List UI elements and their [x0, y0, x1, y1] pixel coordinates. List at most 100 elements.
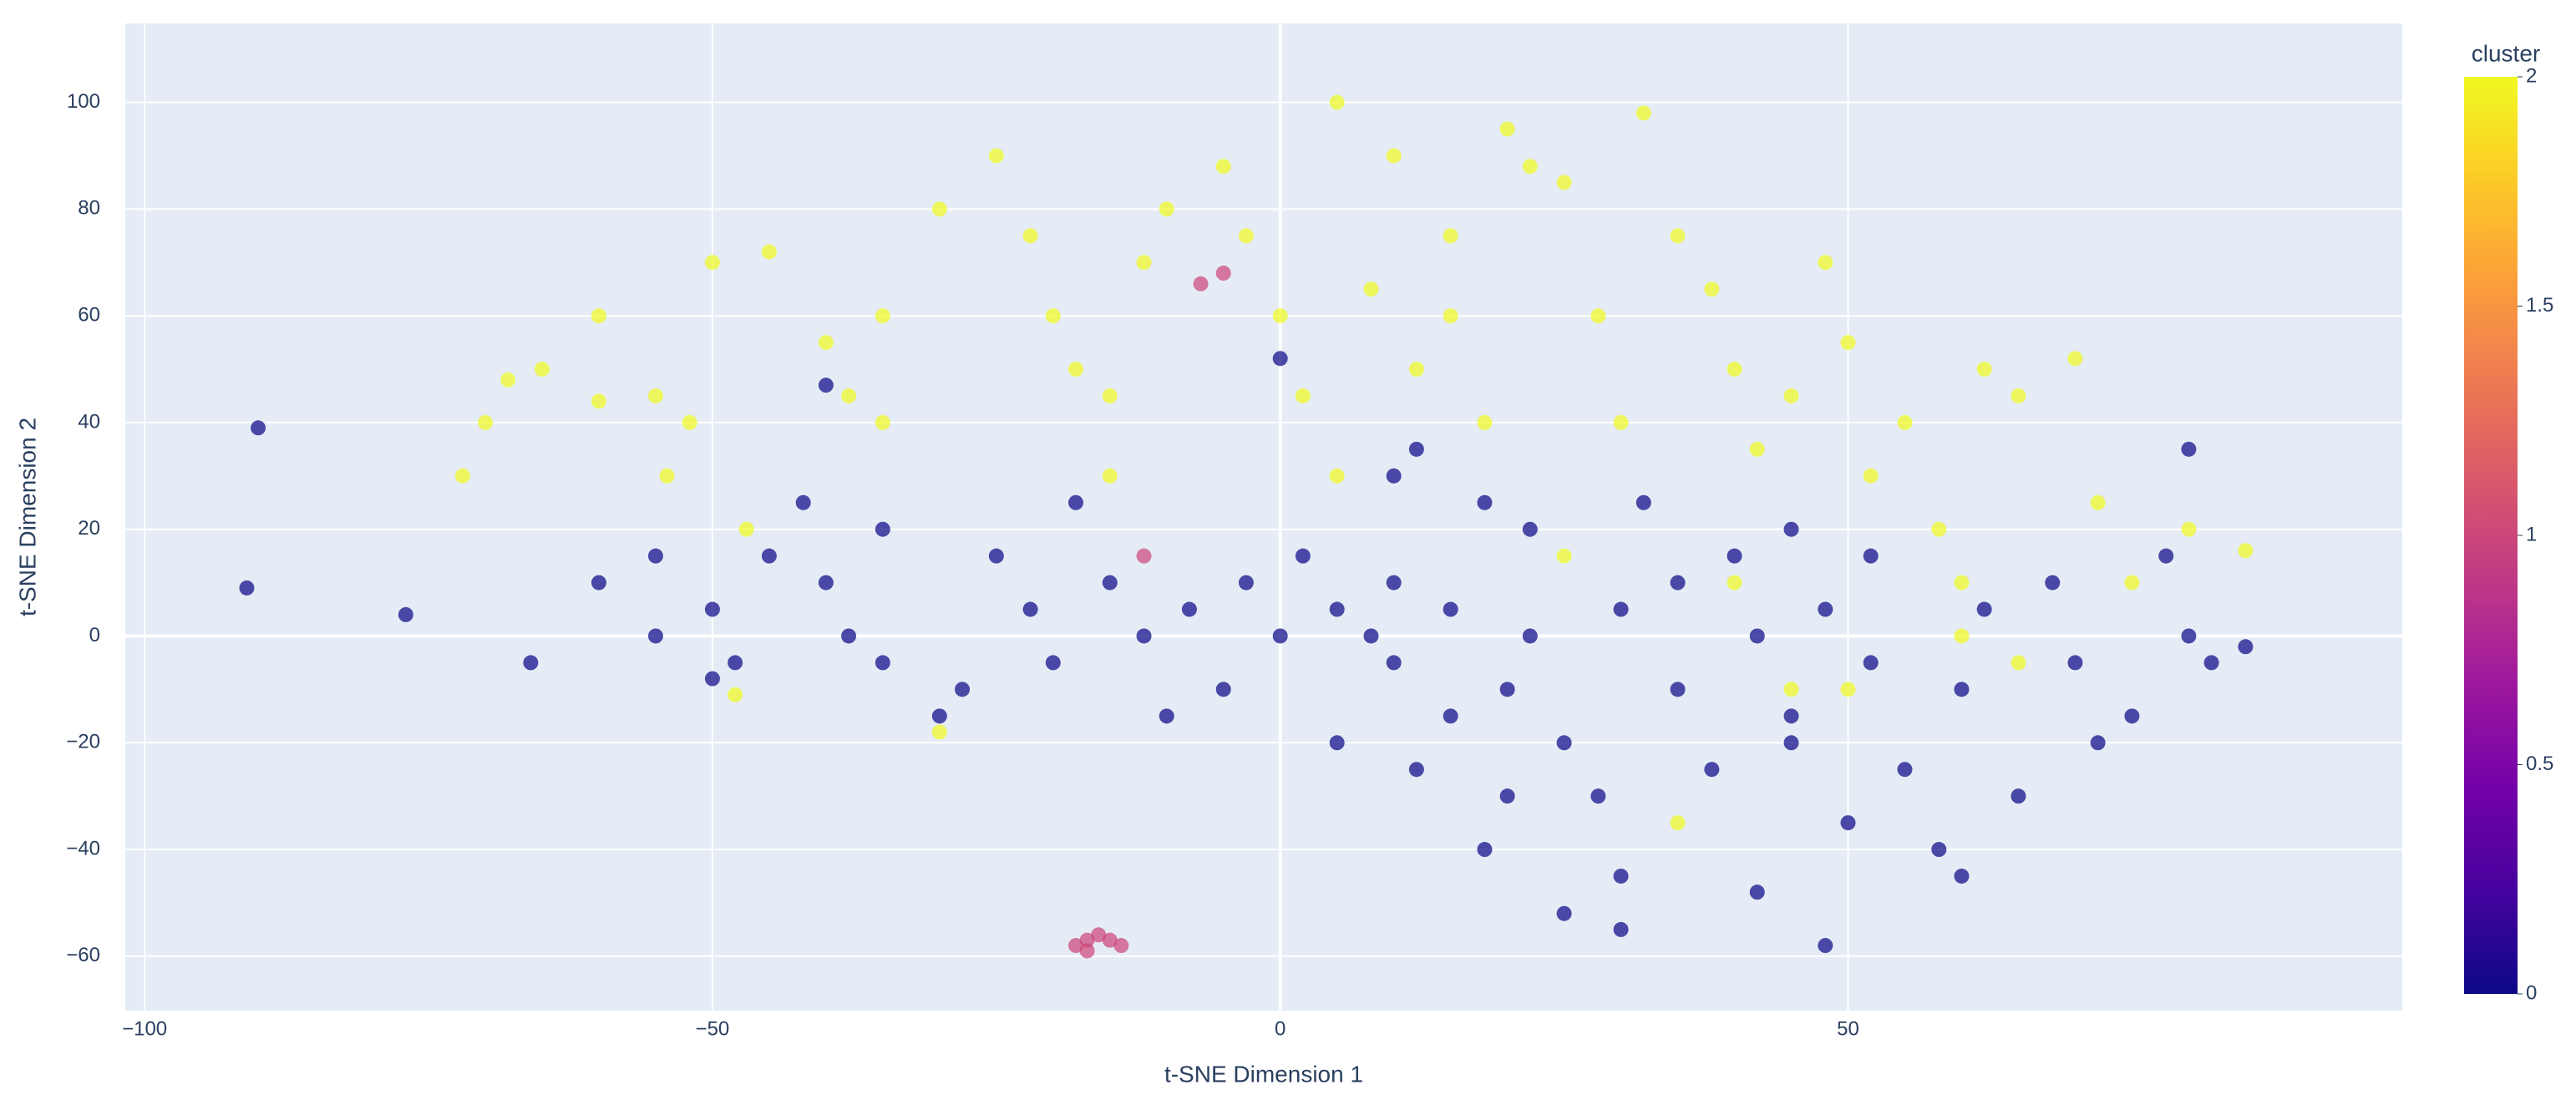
point — [1386, 655, 1402, 671]
point — [1408, 762, 1424, 778]
point — [1556, 735, 1572, 751]
point — [1363, 281, 1379, 297]
point — [523, 655, 539, 671]
y-tick-label: 20 — [78, 517, 100, 540]
point — [1840, 682, 1856, 697]
point — [1443, 308, 1458, 324]
point — [1215, 682, 1231, 697]
point — [1386, 148, 1402, 164]
x-tick-label: −100 — [122, 1017, 167, 1040]
point — [1136, 548, 1152, 564]
x-tick-label: 0 — [1275, 1017, 1285, 1040]
point — [1783, 521, 1799, 537]
point — [1238, 228, 1254, 244]
point — [1556, 548, 1572, 564]
y-tick-label: −40 — [66, 837, 100, 859]
point — [875, 308, 890, 324]
point — [1976, 362, 1992, 378]
point — [1749, 628, 1765, 644]
point — [1556, 175, 1572, 190]
point — [818, 335, 834, 351]
point — [1193, 276, 1209, 291]
point — [647, 548, 663, 564]
point — [1215, 159, 1231, 175]
y-tick-label: −60 — [66, 944, 100, 966]
colorbar-tick-label: 2 — [2526, 64, 2537, 87]
point — [2067, 655, 2083, 671]
point — [1102, 932, 1118, 948]
colorbar-tick-label: 1 — [2526, 523, 2537, 545]
point — [1635, 494, 1651, 510]
point — [1670, 575, 1686, 591]
x-tick-label: 50 — [1837, 1017, 1859, 1040]
point — [1670, 682, 1686, 697]
point — [1613, 921, 1629, 937]
point — [1783, 682, 1799, 697]
point — [454, 468, 470, 484]
point — [1329, 601, 1345, 617]
point — [1045, 655, 1061, 671]
point — [1931, 842, 1947, 858]
point — [477, 414, 493, 430]
point — [2238, 543, 2254, 559]
colorbar-tick-label: 0 — [2526, 981, 2537, 1004]
point — [1522, 159, 1538, 175]
point — [1749, 441, 1765, 457]
y-axis-title: t-SNE Dimension 2 — [14, 418, 40, 616]
point — [1976, 601, 1992, 617]
point — [647, 628, 663, 644]
point — [1329, 468, 1345, 484]
point — [1749, 885, 1765, 900]
point — [1954, 682, 1970, 697]
point — [875, 414, 890, 430]
point — [704, 601, 720, 617]
colorbar-tick-label: 0.5 — [2526, 753, 2553, 775]
point — [1295, 548, 1311, 564]
point — [1590, 788, 1606, 804]
point — [795, 494, 811, 510]
point — [1954, 628, 1970, 644]
point — [1818, 938, 1833, 954]
colorbar — [2464, 77, 2518, 994]
point — [761, 244, 777, 260]
point — [2158, 548, 2174, 564]
point — [1590, 308, 1606, 324]
point — [1727, 362, 1742, 378]
point — [1045, 308, 1061, 324]
point — [931, 708, 947, 724]
point — [1272, 308, 1288, 324]
point — [875, 521, 890, 537]
point — [1499, 788, 1515, 804]
point — [875, 655, 890, 671]
point — [1818, 601, 1833, 617]
point — [1113, 938, 1129, 954]
point — [239, 580, 255, 596]
point — [591, 393, 606, 409]
colorbar-title: cluster — [2472, 40, 2540, 66]
point — [1477, 414, 1493, 430]
point — [1238, 575, 1254, 591]
point — [1022, 601, 1038, 617]
point — [1067, 494, 1083, 510]
point — [1635, 105, 1651, 121]
point — [2181, 441, 2197, 457]
point — [2203, 655, 2219, 671]
point — [1079, 932, 1095, 948]
point — [1102, 468, 1118, 484]
point — [1102, 575, 1118, 591]
point — [1443, 708, 1458, 724]
x-axis-title: t-SNE Dimension 1 — [1164, 1061, 1363, 1087]
point — [1477, 494, 1493, 510]
point — [1818, 255, 1833, 271]
point — [1704, 281, 1720, 297]
point — [2124, 708, 2140, 724]
point — [1181, 601, 1197, 617]
point — [398, 606, 413, 622]
point — [1499, 682, 1515, 697]
point — [1522, 521, 1538, 537]
point — [704, 671, 720, 687]
point — [591, 308, 606, 324]
point — [2090, 494, 2106, 510]
point — [1727, 548, 1742, 564]
point — [955, 682, 971, 697]
